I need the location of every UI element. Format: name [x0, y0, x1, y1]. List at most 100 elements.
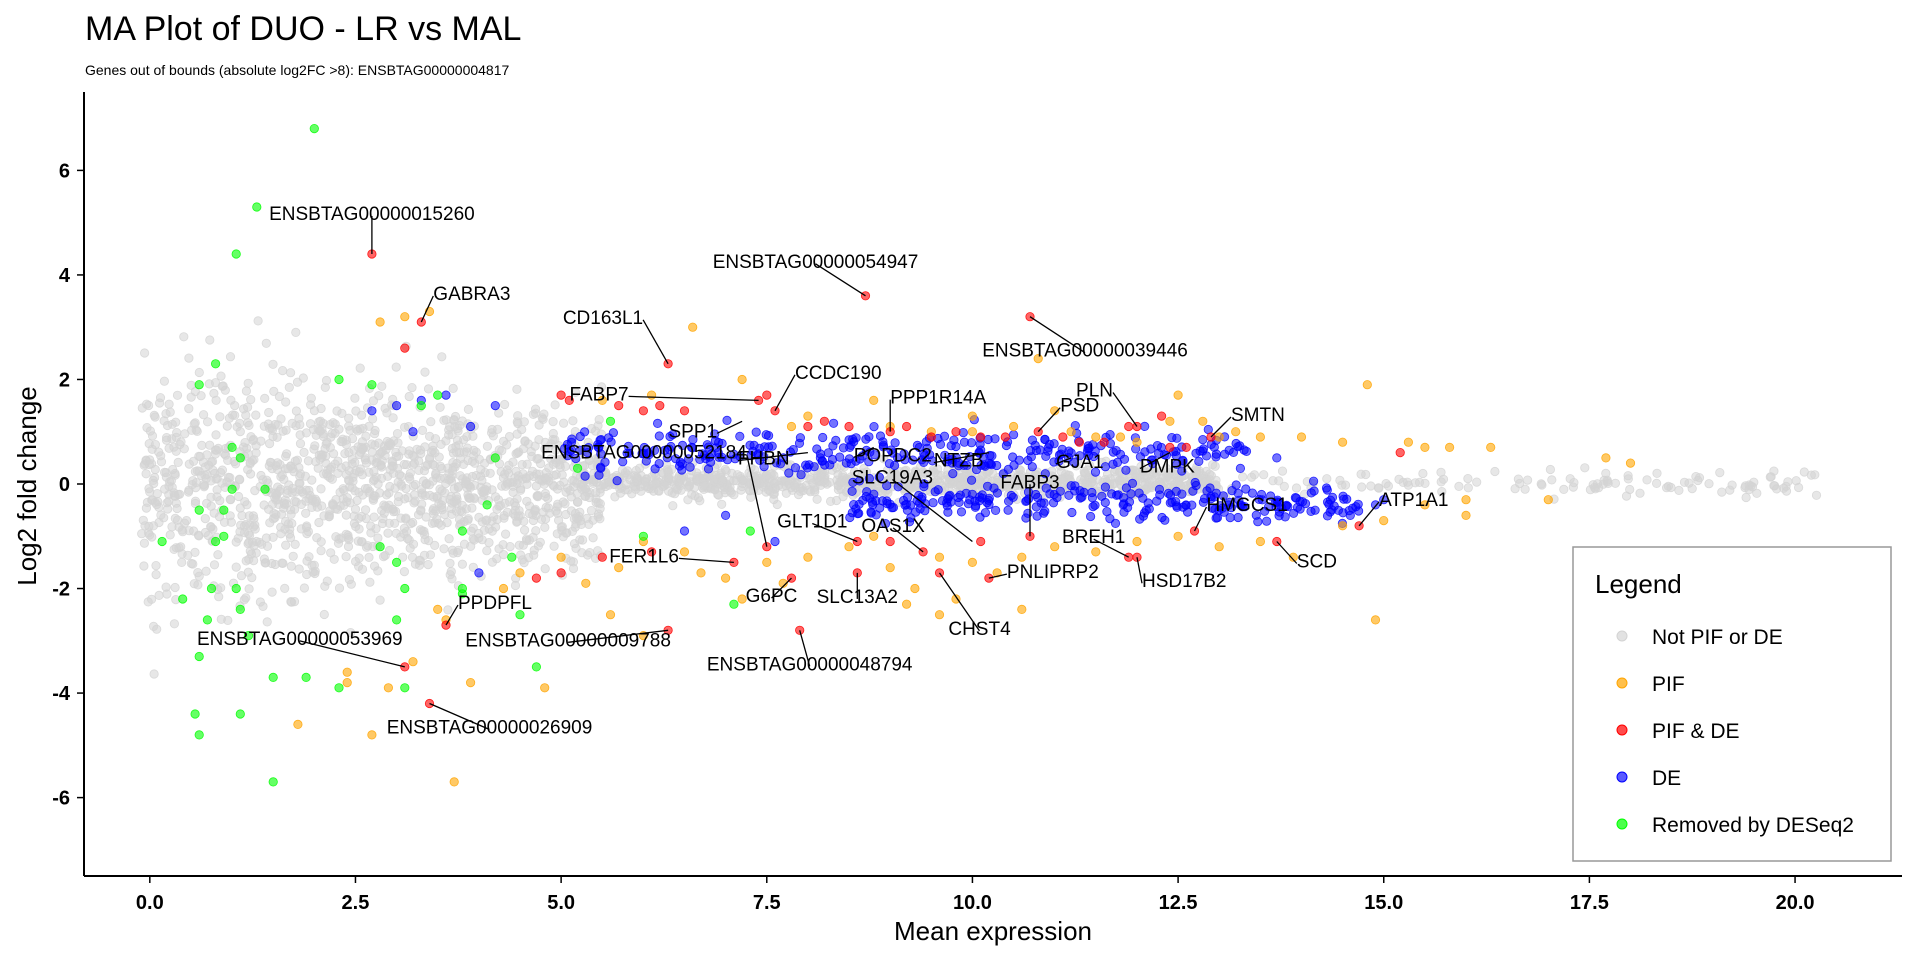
data-point	[737, 374, 747, 385]
data-point	[976, 432, 986, 442]
data-point	[404, 391, 414, 402]
data-point	[333, 538, 344, 548]
data-point	[717, 499, 727, 509]
data-point	[443, 605, 453, 615]
data-point	[255, 597, 265, 607]
data-point	[835, 452, 845, 462]
data-point	[512, 417, 522, 427]
data-point	[828, 418, 839, 428]
data-point	[433, 604, 443, 615]
data-point	[1642, 475, 1652, 485]
data-point	[321, 375, 332, 386]
data-point	[241, 593, 251, 603]
data-point	[294, 478, 304, 488]
data-point	[286, 561, 296, 571]
data-point	[366, 521, 376, 531]
data-point	[1418, 468, 1428, 479]
data-point	[235, 604, 245, 615]
data-point	[562, 528, 572, 538]
data-point	[287, 488, 297, 498]
data-point	[167, 522, 177, 532]
data-point	[1543, 495, 1553, 505]
data-point	[381, 490, 392, 500]
data-point	[301, 672, 311, 683]
data-point	[283, 463, 293, 474]
data-point	[189, 579, 199, 589]
data-point	[552, 508, 563, 518]
data-point	[170, 491, 180, 501]
gene-label: SLC19A3	[852, 468, 933, 489]
gene-label: HMGCS1	[1207, 495, 1288, 516]
series-not-pif-or-de	[137, 316, 1822, 679]
data-point	[849, 499, 859, 510]
data-point	[1635, 488, 1645, 498]
data-point	[141, 503, 151, 513]
data-point	[906, 500, 916, 510]
data-point	[416, 400, 426, 411]
data-point	[1744, 480, 1754, 490]
data-point	[219, 505, 229, 515]
data-point	[177, 557, 187, 568]
data-point	[595, 514, 605, 524]
data-point	[375, 317, 385, 327]
data-point	[303, 456, 313, 466]
data-point	[309, 124, 319, 134]
data-point	[291, 497, 301, 507]
data-point	[281, 425, 291, 435]
data-point	[901, 599, 912, 609]
data-point	[528, 409, 539, 419]
data-point	[276, 509, 287, 519]
data-point	[334, 424, 344, 434]
data-point	[301, 508, 311, 518]
data-point	[561, 509, 571, 520]
data-point	[1545, 464, 1556, 475]
data-point	[355, 363, 365, 373]
data-point	[966, 475, 977, 485]
data-point	[274, 391, 284, 402]
data-point	[268, 672, 278, 683]
data-point	[605, 610, 616, 620]
data-point	[1119, 454, 1130, 464]
data-point	[448, 383, 458, 393]
data-point	[179, 332, 189, 342]
data-point	[375, 595, 385, 605]
data-point	[548, 428, 558, 439]
data-point	[1077, 478, 1088, 488]
data-point	[629, 471, 639, 481]
data-point	[1135, 514, 1145, 524]
data-point	[151, 569, 161, 580]
data-point	[154, 447, 164, 457]
data-point	[350, 556, 361, 567]
data-point	[436, 439, 446, 449]
data-point	[461, 477, 471, 487]
data-point	[445, 558, 455, 568]
data-point	[344, 413, 354, 423]
data-point	[1121, 483, 1132, 493]
data-point	[1520, 484, 1530, 494]
data-point	[729, 599, 739, 609]
data-point	[1322, 474, 1332, 484]
data-point	[405, 468, 415, 478]
data-point	[761, 430, 771, 440]
data-point	[448, 457, 458, 468]
data-point	[345, 627, 356, 638]
data-point	[1513, 474, 1524, 484]
data-point	[287, 418, 297, 428]
data-point	[295, 438, 306, 449]
data-point	[548, 416, 558, 427]
data-point	[963, 499, 974, 509]
data-point	[588, 533, 598, 543]
data-point	[137, 529, 147, 539]
data-point	[419, 466, 429, 476]
legend-marker	[1616, 771, 1628, 783]
data-point	[1259, 470, 1269, 480]
data-point	[305, 419, 316, 429]
data-point	[1023, 508, 1033, 518]
data-point	[700, 480, 710, 491]
data-point	[663, 486, 674, 496]
data-point	[283, 519, 293, 529]
data-point	[1017, 604, 1027, 615]
data-point	[1394, 474, 1404, 484]
data-point	[543, 493, 553, 504]
data-point	[668, 501, 678, 511]
